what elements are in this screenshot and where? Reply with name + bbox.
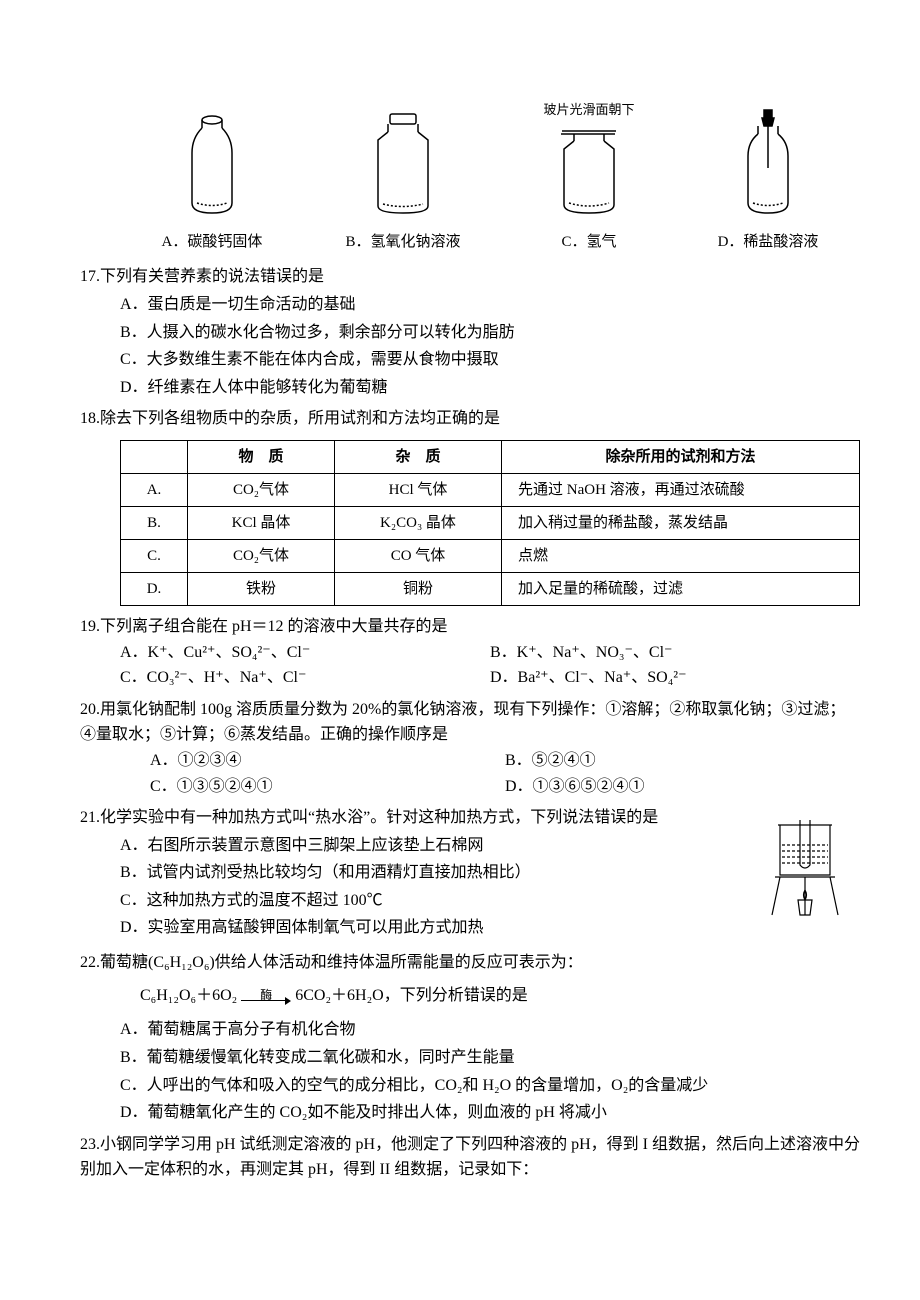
q20-opt-c: C．①③⑤②④①: [150, 774, 505, 800]
cell-imp: HCl 气体: [335, 473, 502, 506]
q16-option-b: B．氢氧化钠溶液: [345, 108, 460, 255]
reaction-rhs: 6CO₂＋6H₂O，下列分析错误的是: [295, 987, 528, 1004]
cell-label: D.: [121, 572, 188, 605]
q18-table: 物 质 杂 质 除杂所用的试剂和方法 A. CO₂气体 HCl 气体 先通过 N…: [120, 440, 860, 606]
q16-caption-b: B．氢氧化钠溶液: [345, 230, 460, 254]
q16-figure-row: A．碳酸钙固体 B．氢氧化钠溶液 玻片光滑面朝下 C．氢气: [120, 100, 860, 254]
q17-opt-b: B．人摄入的碳水化合物过多，剩余部分可以转化为脂肪: [120, 320, 860, 346]
q17-opt-d: D．纤维素在人体中能够转化为葡萄糖: [120, 375, 860, 401]
q21-stem: 21.化学实验中有一种加热方式叫“热水浴”。针对这种加热方式，下列说法错误的是: [80, 805, 760, 831]
th-substance: 物 质: [188, 440, 335, 473]
cell-method: 加入足量的稀硫酸，过滤: [502, 572, 860, 605]
q19-opt-d: D．Ba²⁺、Cl⁻、Na⁺、SO₄²⁻: [490, 665, 860, 691]
q21-opt-d: D．实验室用高锰酸钾固体制氧气可以用此方式加热: [120, 915, 760, 941]
q19-stem: 19.下列离子组合能在 pH＝12 的溶液中大量共存的是: [80, 614, 860, 640]
q17: 17.下列有关营养素的说法错误的是 A．蛋白质是一切生命活动的基础 B．人摄入的…: [80, 264, 860, 400]
q20-opt-a: A．①②③④: [150, 748, 505, 774]
water-bath-apparatus-icon: [760, 815, 850, 935]
reaction-arrow-icon: 酶: [241, 984, 291, 1010]
q16-option-c: 玻片光滑面朝下 C．氢气: [544, 100, 635, 254]
q22: 22.葡萄糖(C₆H₁₂O₆)供给人体活动和维持体温所需能量的反应可表示为： C…: [80, 950, 860, 1126]
q18-stem: 18.除去下列各组物质中的杂质，所用试剂和方法均正确的是: [80, 406, 860, 432]
cell-label: A.: [121, 473, 188, 506]
table-row: B. KCl 晶体 K₂CO₃ 晶体 加入稍过量的稀盐酸，蒸发结晶: [121, 506, 860, 539]
q20: 20.用氯化钠配制 100g 溶质质量分数为 20%的氯化钠溶液，现有下列操作：…: [80, 697, 860, 799]
q19-opt-b: B．K⁺、Na⁺、NO₃⁻、Cl⁻: [490, 640, 860, 666]
q16-caption-a: A．碳酸钙固体: [162, 230, 263, 254]
cell-label: B.: [121, 506, 188, 539]
cell-sub: 铁粉: [188, 572, 335, 605]
q16-caption-c: C．氢气: [544, 230, 635, 254]
cell-imp: CO 气体: [335, 539, 502, 572]
table-row: C. CO₂气体 CO 气体 点燃: [121, 539, 860, 572]
reaction-lhs: C₆H₁₂O₆＋6O₂: [140, 987, 237, 1004]
q17-opt-a: A．蛋白质是一切生命活动的基础: [120, 292, 860, 318]
q22-opt-a: A．葡萄糖属于高分子有机化合物: [120, 1017, 860, 1043]
th-method: 除杂所用的试剂和方法: [502, 440, 860, 473]
dropper-bottle-icon: [728, 108, 808, 218]
q21-opt-c: C．这种加热方式的温度不超过 100℃: [120, 888, 760, 914]
q21-opt-a: A．右图所示装置示意图中三脚架上应该垫上石棉网: [120, 833, 760, 859]
q20-stem: 20.用氯化钠配制 100g 溶质质量分数为 20%的氯化钠溶液，现有下列操作：…: [80, 697, 860, 748]
q22-reaction: C₆H₁₂O₆＋6O₂ 酶 6CO₂＋6H₂O，下列分析错误的是: [80, 983, 860, 1009]
cell-label: C.: [121, 539, 188, 572]
q19-opt-c: C．CO₃²⁻、H⁺、Na⁺、Cl⁻: [120, 665, 490, 691]
q22-stem: 22.葡萄糖(C₆H₁₂O₆)供给人体活动和维持体温所需能量的反应可表示为：: [80, 950, 860, 976]
cell-method: 加入稍过量的稀盐酸，蒸发结晶: [502, 506, 860, 539]
q21-opt-b: B．试管内试剂受热比较均匀（和用酒精灯直接加热相比）: [120, 860, 760, 886]
q18: 18.除去下列各组物质中的杂质，所用试剂和方法均正确的是 物 质 杂 质 除杂所…: [80, 406, 860, 606]
wide-bottle-stopper-icon: [358, 108, 448, 218]
narrow-bottle-icon: [172, 108, 252, 218]
cell-imp: K₂CO₃ 晶体: [335, 506, 502, 539]
q21: 21.化学实验中有一种加热方式叫“热水浴”。针对这种加热方式，下列说法错误的是 …: [80, 805, 860, 944]
q19: 19.下列离子组合能在 pH＝12 的溶液中大量共存的是 A．K⁺、Cu²⁺、S…: [80, 614, 860, 691]
q21-apparatus-figure: [760, 805, 860, 944]
cell-sub: KCl 晶体: [188, 506, 335, 539]
q22-opt-c: C．人呼出的气体和吸入的空气的成分相比，CO₂和 H₂O 的含量增加，O₂的含量…: [120, 1073, 860, 1099]
q16-option-d: D．稀盐酸溶液: [718, 108, 819, 255]
q16-caption-d: D．稀盐酸溶液: [718, 230, 819, 254]
q19-opt-a: A．K⁺、Cu²⁺、SO₄²⁻、Cl⁻: [120, 640, 490, 666]
q17-stem: 17.下列有关营养素的说法错误的是: [80, 264, 860, 290]
q16-c-top-label: 玻片光滑面朝下: [544, 100, 635, 121]
q20-opt-d: D．①③⑥⑤②④①: [505, 774, 860, 800]
q22-opt-b: B．葡萄糖缓慢氧化转变成二氧化碳和水，同时产生能量: [120, 1045, 860, 1071]
cell-method: 点燃: [502, 539, 860, 572]
q22-opt-d: D．葡萄糖氧化产生的 CO₂如不能及时排出人体，则血液的 pH 将减小: [120, 1100, 860, 1126]
q17-opt-c: C．大多数维生素不能在体内合成，需要从食物中摄取: [120, 347, 860, 373]
q16-option-a: A．碳酸钙固体: [162, 108, 263, 255]
cell-imp: 铜粉: [335, 572, 502, 605]
table-row: D. 铁粉 铜粉 加入足量的稀硫酸，过滤: [121, 572, 860, 605]
cell-sub: CO₂气体: [188, 539, 335, 572]
cell-sub: CO₂气体: [188, 473, 335, 506]
wide-bottle-glass-plate-icon: [544, 123, 634, 218]
table-header-row: 物 质 杂 质 除杂所用的试剂和方法: [121, 440, 860, 473]
th-blank: [121, 440, 188, 473]
q23: 23.小钢同学学习用 pH 试纸测定溶液的 pH，他测定了下列四种溶液的 pH，…: [80, 1132, 860, 1183]
q20-opt-b: B．⑤②④①: [505, 748, 860, 774]
cell-method: 先通过 NaOH 溶液，再通过浓硫酸: [502, 473, 860, 506]
th-impurity: 杂 质: [335, 440, 502, 473]
q23-stem: 23.小钢同学学习用 pH 试纸测定溶液的 pH，他测定了下列四种溶液的 pH，…: [80, 1132, 860, 1183]
table-row: A. CO₂气体 HCl 气体 先通过 NaOH 溶液，再通过浓硫酸: [121, 473, 860, 506]
